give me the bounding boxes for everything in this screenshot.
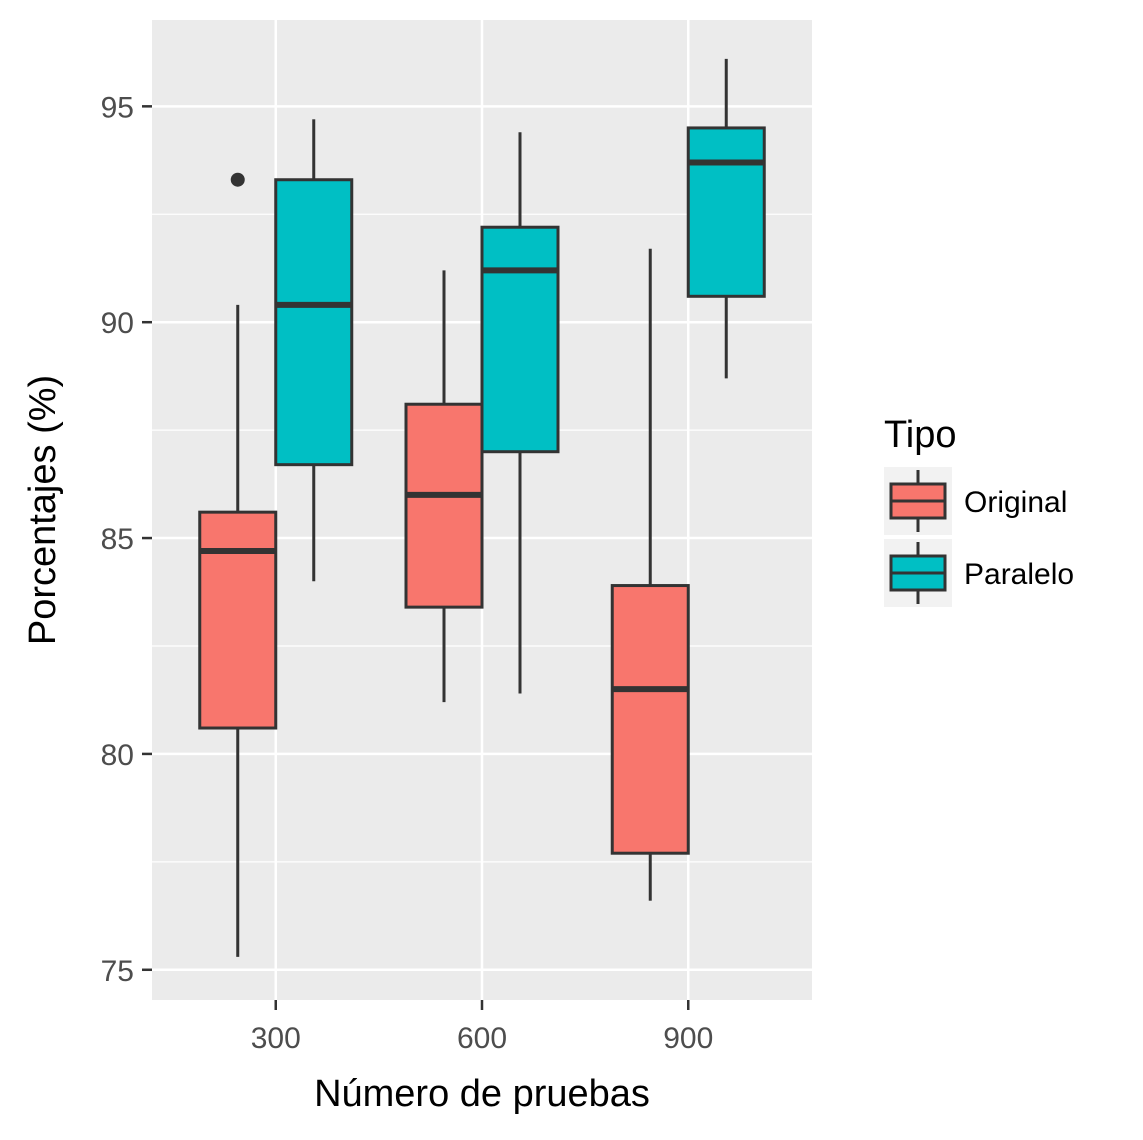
- legend-label: Paralelo: [964, 558, 1074, 591]
- x-tick-label: 300: [251, 1022, 301, 1055]
- box-original-300: [198, 172, 278, 957]
- x-axis-title: Número de pruebas: [314, 1073, 650, 1115]
- box-paralelo-900: [686, 58, 766, 379]
- x-axis: 300 600 900: [251, 1000, 713, 1055]
- box-iqr: [198, 510, 278, 730]
- y-axis-title: Porcentajes (%): [22, 375, 64, 645]
- y-axis: 75 80 85 90 95: [101, 91, 152, 988]
- outlier-point: [230, 172, 245, 187]
- x-tick-label: 900: [663, 1022, 713, 1055]
- box-iqr: [686, 126, 766, 298]
- y-tick-label: 80: [101, 739, 134, 772]
- legend: Tipo Original Paralelo: [884, 414, 1074, 607]
- legend-label: Original: [964, 486, 1067, 519]
- y-tick-label: 90: [101, 307, 134, 340]
- y-tick-label: 95: [101, 91, 134, 124]
- box-plots: [198, 58, 766, 957]
- box-iqr: [480, 225, 560, 454]
- legend-item-paralelo: Paralelo: [884, 539, 1074, 607]
- box-iqr: [610, 584, 690, 855]
- box-iqr: [274, 178, 354, 467]
- y-tick-label: 85: [101, 523, 134, 556]
- x-tick-label: 600: [457, 1022, 507, 1055]
- box-iqr: [404, 402, 484, 609]
- legend-title: Tipo: [884, 414, 957, 456]
- box-original-600: [404, 270, 484, 703]
- box-paralelo-300: [274, 119, 354, 582]
- box-original-900: [610, 248, 690, 901]
- legend-item-original: Original: [884, 467, 1067, 535]
- y-tick-label: 75: [101, 955, 134, 988]
- box-paralelo-600: [480, 132, 560, 694]
